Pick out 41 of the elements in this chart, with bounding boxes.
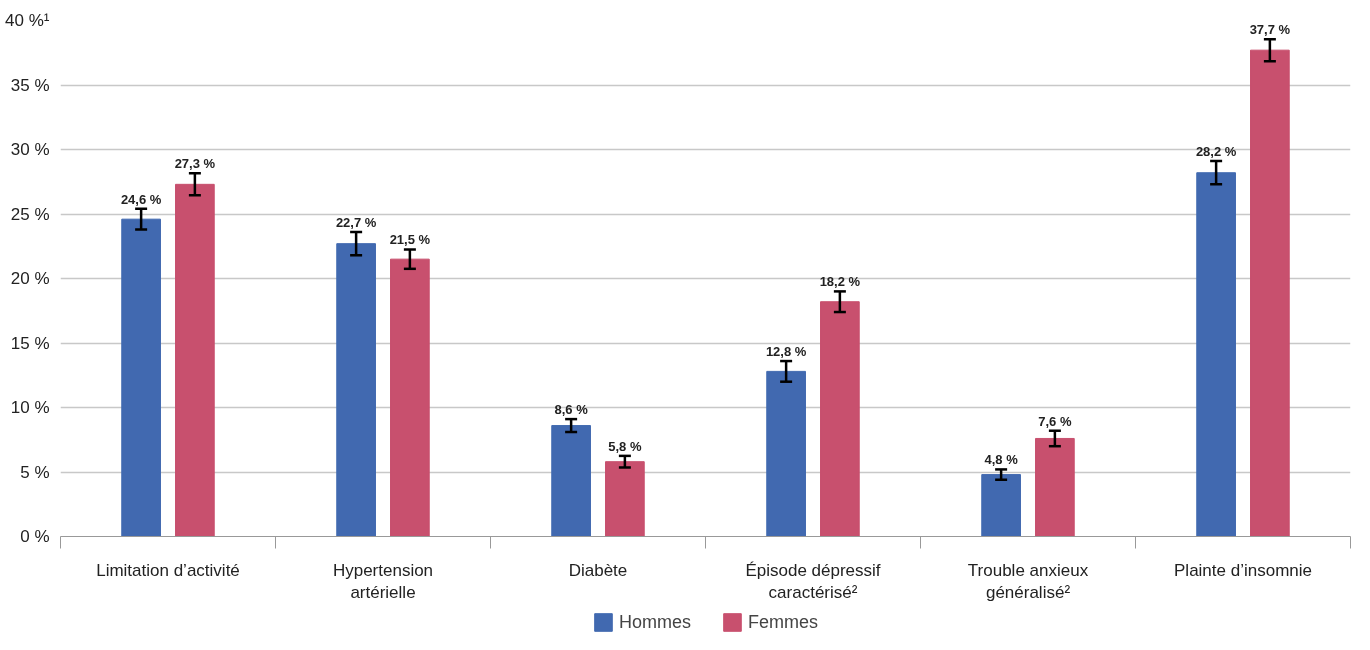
bar xyxy=(390,258,430,537)
data-label: 7,6 % xyxy=(1038,413,1072,429)
bar xyxy=(766,370,806,537)
data-label: 24,6 % xyxy=(120,191,162,207)
bar xyxy=(336,243,376,537)
data-label: 18,2 % xyxy=(819,274,861,290)
legend-label: Hommes xyxy=(618,611,691,633)
x-tick-label: Trouble anxieux généralisé² xyxy=(967,560,1089,603)
bar xyxy=(1250,49,1290,537)
data-label: 8,6 % xyxy=(554,402,589,418)
data-label: 28,2 % xyxy=(1195,144,1237,160)
x-tick-label: Épisode dépressif caractérisé² xyxy=(745,560,881,603)
data-label: 12,8 % xyxy=(765,344,807,360)
bar xyxy=(981,474,1021,537)
x-tick-label: Diabète xyxy=(568,560,628,580)
data-label: 21,5 % xyxy=(389,232,431,248)
bar xyxy=(1196,172,1236,537)
bar xyxy=(1035,437,1075,537)
x-tick-label: Plainte d’insomnie xyxy=(1174,560,1312,580)
data-label: 5,8 % xyxy=(608,438,642,454)
y-tick-label: 30 % xyxy=(10,140,50,159)
y-tick-label: 40 %¹ xyxy=(5,11,50,30)
data-label: 22,7 % xyxy=(335,215,377,231)
data-label: 4,8 % xyxy=(984,452,1019,468)
y-tick-label: 20 % xyxy=(10,269,50,288)
bar xyxy=(820,301,860,537)
x-tick-label: Hypertension artérielle xyxy=(332,560,434,603)
bar xyxy=(551,425,591,537)
bar xyxy=(121,218,161,537)
legend-label: Femmes xyxy=(748,611,819,633)
y-tick-label: 15 % xyxy=(10,333,50,353)
y-tick-label: 25 % xyxy=(10,204,50,224)
bar xyxy=(605,461,645,537)
y-tick-label: 0 % xyxy=(20,527,50,546)
x-tick-label: Limitation d’activité xyxy=(96,560,240,580)
bar xyxy=(175,183,215,537)
data-label: 27,3 % xyxy=(174,156,216,172)
y-tick-label: 10 % xyxy=(10,398,50,417)
y-tick-label: 5 % xyxy=(20,462,50,482)
y-tick-label: 35 % xyxy=(10,75,50,95)
data-label: 37,7 % xyxy=(1249,22,1291,38)
